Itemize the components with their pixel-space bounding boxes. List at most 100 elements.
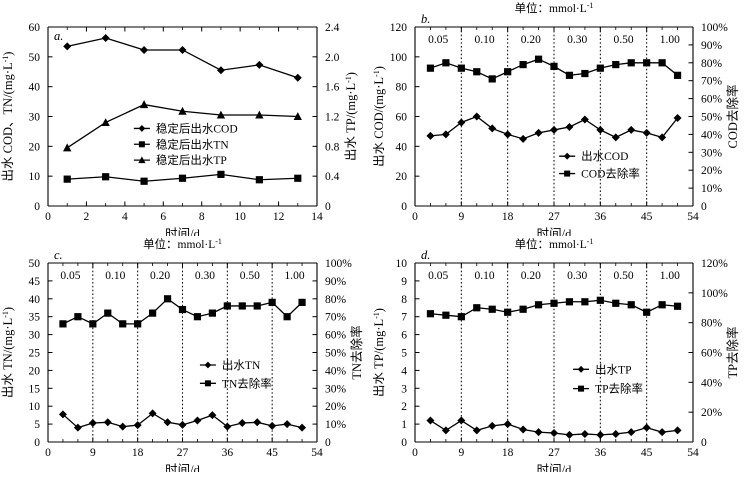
svg-text:0: 0 [701, 201, 707, 213]
svg-text:TP去除率: TP去除率 [595, 382, 643, 396]
svg-text:稳定后出水TN: 稳定后出水TN [156, 137, 230, 151]
svg-text:40%: 40% [701, 129, 723, 141]
svg-text:0: 0 [34, 201, 40, 213]
svg-text:4: 4 [122, 211, 128, 223]
svg-text:TP去除率: TP去除率 [725, 326, 740, 378]
svg-text:50: 50 [29, 52, 41, 64]
svg-text:出水TP: 出水TP [595, 362, 631, 376]
svg-text:30%: 30% [701, 147, 723, 159]
svg-text:100%: 100% [325, 258, 352, 270]
svg-text:7: 7 [401, 312, 407, 324]
svg-text:90%: 90% [325, 276, 347, 288]
svg-text:100%: 100% [701, 22, 728, 34]
svg-text:100%: 100% [701, 288, 728, 300]
svg-text:12: 12 [273, 211, 285, 223]
svg-text:20%: 20% [325, 401, 347, 413]
svg-text:20: 20 [29, 141, 41, 153]
svg-text:60: 60 [29, 22, 41, 34]
svg-text:0.20: 0.20 [521, 270, 541, 282]
svg-text:c.: c. [54, 248, 63, 262]
svg-text:0.10: 0.10 [474, 34, 494, 46]
svg-text:80%: 80% [701, 58, 723, 70]
svg-text:54: 54 [311, 447, 323, 459]
svg-text:3: 3 [401, 383, 407, 395]
svg-text:0.05: 0.05 [428, 34, 448, 46]
svg-text:TN去除率: TN去除率 [349, 325, 364, 379]
svg-text:1.00: 1.00 [660, 270, 680, 282]
svg-text:36: 36 [595, 211, 607, 223]
svg-text:COD去除率: COD去除率 [725, 85, 740, 149]
svg-text:0: 0 [412, 447, 418, 459]
svg-text:45: 45 [29, 276, 41, 288]
svg-text:60%: 60% [701, 94, 723, 106]
svg-text:10%: 10% [325, 419, 347, 431]
svg-text:单位：mmol·L-1: 单位：mmol·L-1 [515, 237, 594, 252]
svg-text:出水 COD、TN/(mg·L-1): 出水 COD、TN/(mg·L-1) [1, 52, 16, 182]
svg-text:时间/d: 时间/d [537, 463, 572, 472]
svg-text:单位：mmol·L-1: 单位：mmol·L-1 [515, 1, 594, 16]
svg-text:9: 9 [458, 211, 464, 223]
svg-text:0: 0 [325, 201, 331, 213]
svg-text:9: 9 [401, 276, 407, 288]
svg-text:d.: d. [421, 248, 430, 262]
svg-text:9: 9 [458, 447, 464, 459]
svg-text:1.00: 1.00 [285, 270, 305, 282]
svg-text:27: 27 [548, 211, 560, 223]
svg-text:20%: 20% [701, 407, 723, 419]
svg-text:1.00: 1.00 [660, 34, 680, 46]
svg-text:0: 0 [45, 211, 51, 223]
svg-text:出水 TP/(mg·L-1): 出水 TP/(mg·L-1) [344, 72, 359, 161]
svg-text:120%: 120% [701, 258, 728, 270]
svg-text:0.10: 0.10 [105, 270, 125, 282]
svg-text:5: 5 [401, 348, 407, 360]
svg-text:45: 45 [641, 447, 653, 459]
svg-text:18: 18 [502, 211, 514, 223]
svg-text:54: 54 [687, 211, 699, 223]
svg-text:0: 0 [325, 437, 331, 449]
svg-text:时间/d: 时间/d [165, 227, 200, 236]
svg-text:60%: 60% [701, 348, 723, 360]
svg-text:2: 2 [401, 401, 407, 413]
svg-text:45: 45 [266, 447, 278, 459]
svg-text:时间/d: 时间/d [165, 463, 200, 472]
svg-text:10: 10 [396, 258, 408, 270]
svg-text:6: 6 [401, 330, 407, 342]
svg-text:9: 9 [90, 447, 96, 459]
svg-text:0.05: 0.05 [60, 270, 80, 282]
svg-text:0: 0 [701, 437, 707, 449]
svg-text:40%: 40% [701, 377, 723, 389]
svg-text:1.6: 1.6 [325, 82, 340, 94]
svg-text:出水TN: 出水TN [222, 358, 261, 372]
svg-text:出水COD: 出水COD [581, 149, 628, 163]
svg-text:a.: a. [54, 29, 63, 43]
svg-text:6: 6 [160, 211, 166, 223]
svg-text:0: 0 [401, 201, 407, 213]
svg-text:36: 36 [222, 447, 234, 459]
svg-text:27: 27 [548, 447, 560, 459]
svg-text:0.50: 0.50 [240, 270, 260, 282]
svg-text:10: 10 [29, 171, 41, 183]
svg-text:0.30: 0.30 [567, 34, 587, 46]
svg-text:80%: 80% [701, 318, 723, 330]
svg-text:45: 45 [641, 211, 653, 223]
svg-text:80%: 80% [325, 294, 347, 306]
svg-text:25: 25 [29, 348, 41, 360]
svg-text:5: 5 [34, 419, 40, 431]
svg-text:14: 14 [311, 211, 323, 223]
svg-text:出水 TP/(mg·L-1): 出水 TP/(mg·L-1) [373, 308, 386, 397]
svg-text:30%: 30% [325, 383, 347, 395]
svg-text:10%: 10% [701, 183, 723, 195]
svg-text:40: 40 [29, 82, 41, 94]
svg-text:40: 40 [29, 294, 41, 306]
svg-text:60: 60 [396, 112, 408, 124]
svg-text:COD去除率: COD去除率 [581, 167, 640, 181]
svg-text:50%: 50% [325, 348, 347, 360]
svg-text:120: 120 [390, 22, 408, 34]
svg-text:单位：mmol·L-1: 单位：mmol·L-1 [143, 237, 222, 252]
svg-text:0.4: 0.4 [325, 171, 340, 183]
svg-text:18: 18 [502, 447, 514, 459]
svg-text:54: 54 [687, 447, 699, 459]
svg-text:60%: 60% [325, 330, 347, 342]
svg-text:b.: b. [421, 12, 430, 26]
svg-text:0: 0 [34, 437, 40, 449]
